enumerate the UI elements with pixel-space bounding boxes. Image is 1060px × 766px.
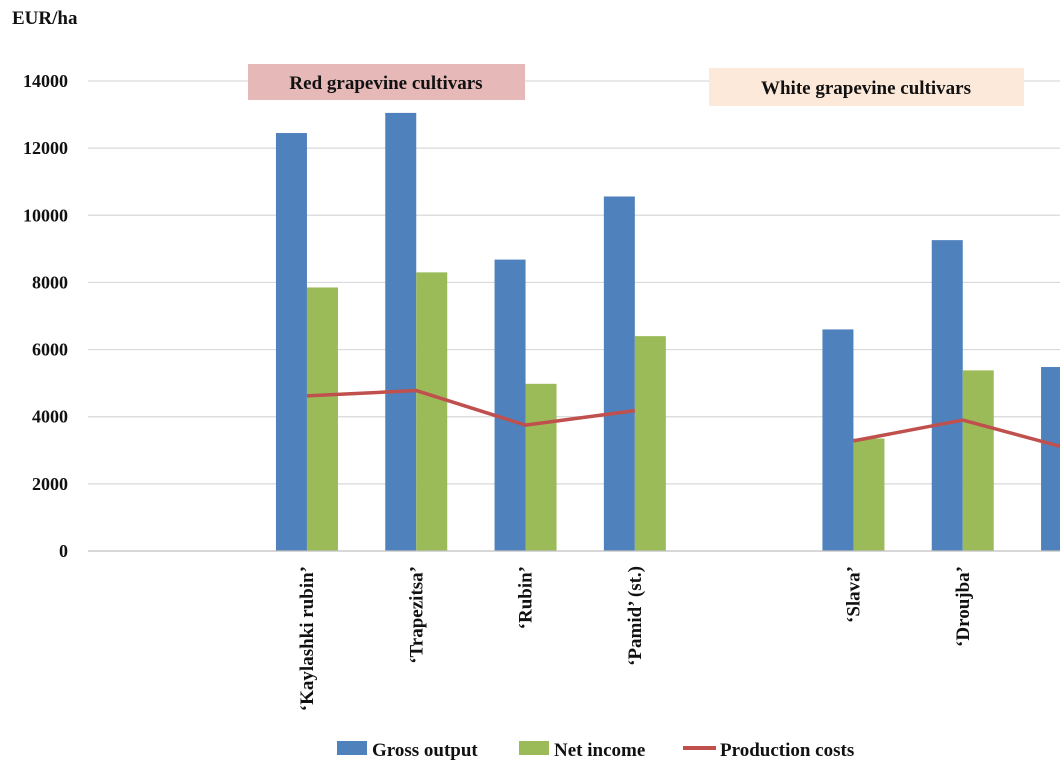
x-category-label: ‘Slava’ [843, 566, 864, 623]
bar-gross-output [931, 240, 963, 551]
gridlines [88, 80, 1060, 485]
legend-label-net-income: Net income [554, 740, 645, 761]
x-category-label: ‘Rubin’ [516, 566, 537, 629]
bar-net-income [853, 438, 885, 551]
bar-net-income [634, 336, 666, 551]
y-axis-unit-label: EUR/ha [12, 8, 78, 29]
white-cultivars-group-label: White grapevine cultivars [761, 78, 971, 99]
bar-net-income [525, 383, 557, 551]
white-cultivars-group-box [709, 68, 1024, 106]
bar-marks [275, 112, 1060, 552]
y-tick-label: 8000 [32, 272, 68, 292]
x-category-label: ‘Droujba’ [953, 566, 974, 647]
y-tick-label: 12000 [23, 138, 68, 158]
bar-gross-output [275, 133, 307, 552]
y-tick-label: 6000 [32, 340, 68, 360]
legend-swatch-net-income [519, 741, 549, 755]
bar-gross-output [1041, 367, 1060, 551]
bar-net-income [962, 370, 994, 551]
bar-gross-output [822, 329, 854, 551]
production-costs-line [306, 388, 1060, 449]
y-tick-label: 2000 [32, 474, 68, 494]
legend-swatch-gross-output [337, 741, 367, 755]
x-category-label: ‘Trapezitsa’ [406, 566, 427, 664]
production-costs-segment [853, 418, 1060, 449]
red-cultivars-group-label: Red grapevine cultivars [289, 73, 482, 94]
legend-label-production-costs: Production costs [720, 740, 854, 761]
bar-gross-output [494, 259, 526, 551]
red-cultivars-group-box [248, 64, 525, 100]
y-tick-label: 0 [59, 541, 68, 561]
y-tick-label: 14000 [23, 71, 68, 91]
bar-net-income [416, 272, 448, 551]
y-tick-label: 4000 [32, 407, 68, 427]
production-costs-segment [306, 388, 636, 427]
bar-net-income [306, 287, 338, 551]
bar-gross-output [603, 196, 635, 551]
y-axis-ticks: 0 2000 4000 6000 8000 10000 12000 14000 [23, 71, 68, 561]
bar-gross-output [385, 112, 417, 552]
x-category-label: ‘Pamid’ (st.) [625, 566, 646, 666]
x-category-label: ‘Kaylashki rubin’ [297, 566, 318, 711]
y-tick-label: 10000 [23, 205, 68, 225]
x-axis-category-labels: ‘Kaylashki rubin’ ‘Trapezitsa’ ‘Rubin’ ‘Pam… [297, 566, 974, 711]
legend: Gross output Net income Production costs [337, 740, 854, 761]
legend-label-gross-output: Gross output [372, 740, 478, 761]
